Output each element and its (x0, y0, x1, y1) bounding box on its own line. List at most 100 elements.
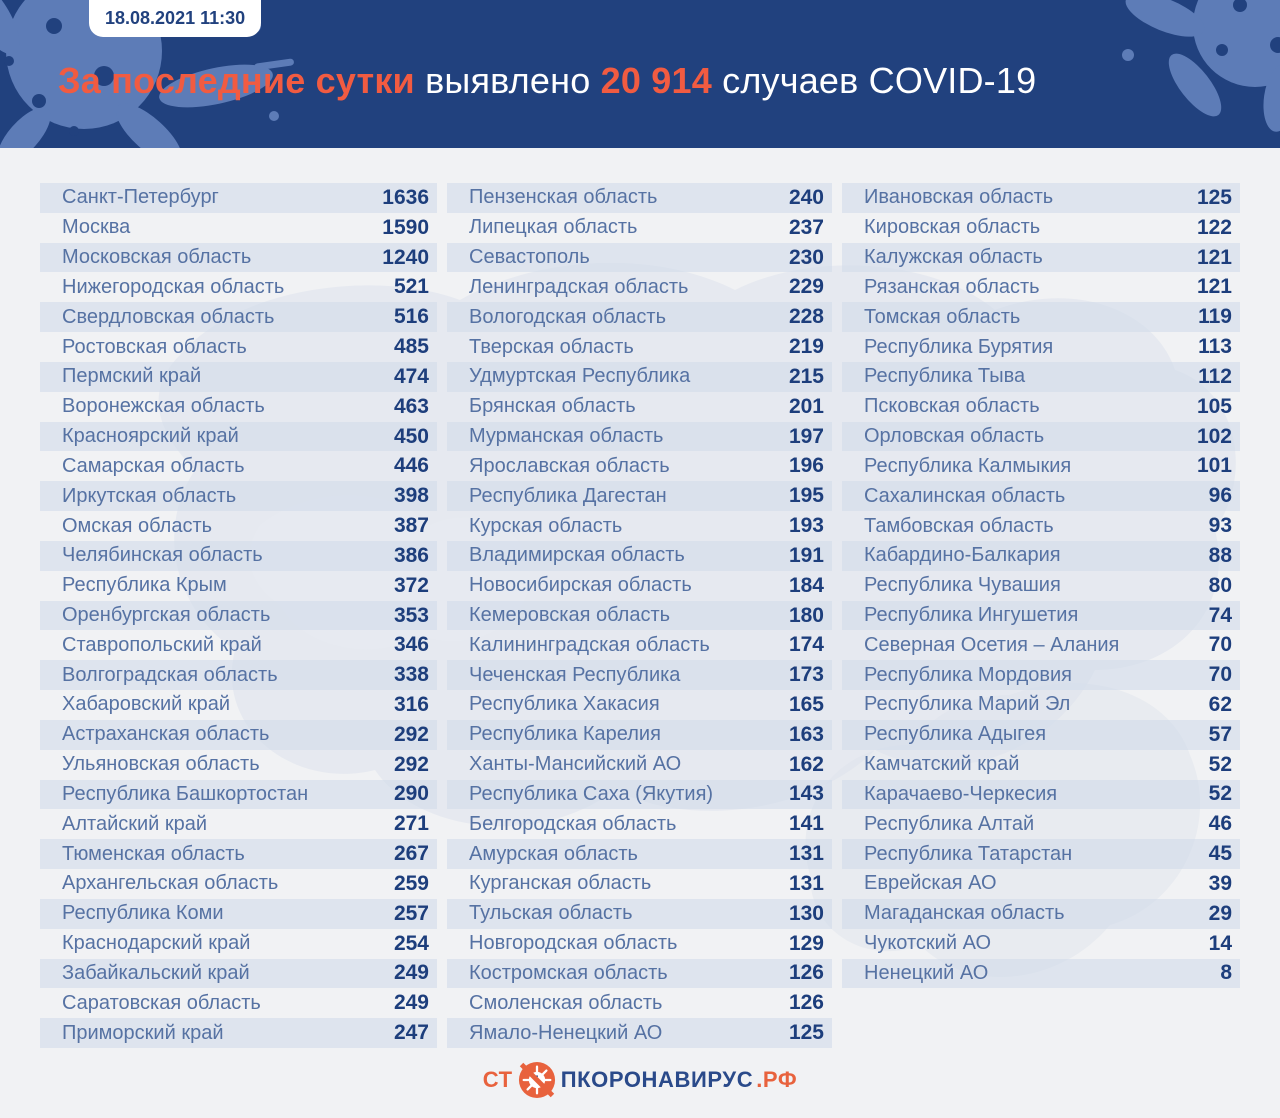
region-name: Еврейская АО (864, 872, 997, 895)
region-name: Чукотский АО (864, 932, 992, 955)
region-name: Республика Алтай (864, 812, 1035, 835)
region-name: Ямало-Ненецкий АО (469, 1021, 663, 1044)
table-row: Республика Крым 372 (40, 571, 437, 601)
case-count: 446 (393, 454, 429, 478)
table-row: Омская область 387 (40, 511, 437, 541)
case-count: 14 (1208, 931, 1232, 955)
case-count: 113 (1198, 335, 1232, 359)
title-plain-tail: случаев COVID-19 (711, 60, 1037, 101)
case-count: 57 (1208, 722, 1232, 746)
region-name: Орловская область (864, 425, 1045, 448)
case-count: 201 (788, 394, 824, 418)
footer-logo: СТ ПКОРОНАВИРУС .РФ (0, 1058, 1280, 1102)
case-count: 271 (393, 812, 429, 836)
table-row: Республика Марий Эл 62 (842, 690, 1240, 720)
case-count: 196 (788, 454, 824, 478)
table-row: Челябинская область 386 (40, 540, 437, 571)
case-count: 143 (788, 782, 824, 806)
table-row: Владимирская область 191 (447, 540, 832, 571)
case-count: 474 (393, 364, 429, 388)
table-row: Республика Алтай 46 (842, 809, 1240, 839)
cases-column-3: Ивановская область 125 Кировская область 12… (842, 183, 1240, 1048)
case-count: 240 (788, 185, 824, 209)
table-row: Севастополь 230 (447, 242, 832, 273)
region-name: Ярославская область (469, 454, 670, 477)
table-row: Сахалинская область 96 (842, 481, 1240, 512)
region-name: Калининградская область (469, 633, 710, 656)
case-count: 130 (788, 901, 824, 925)
table-row: Республика Тыва 112 (842, 361, 1240, 392)
table-row: Пензенская область 240 (447, 183, 832, 213)
case-count: 247 (393, 1021, 429, 1045)
case-count: 237 (788, 215, 824, 239)
case-count: 29 (1208, 901, 1232, 925)
table-row: Костромская область 126 (447, 958, 832, 989)
region-name: Санкт-Петербург (62, 186, 219, 209)
region-name: Кировская область (864, 216, 1041, 239)
case-count: 254 (393, 931, 429, 955)
region-name: Псковская область (864, 395, 1040, 418)
case-count: 8 (1220, 961, 1232, 985)
logo-text-middle: ПКОРОНАВИРУС (560, 1067, 754, 1092)
case-count: 228 (788, 305, 824, 329)
region-name: Республика Мордовия (864, 663, 1072, 686)
case-count: 346 (393, 633, 429, 657)
region-name: Архангельская область (62, 872, 279, 895)
table-row: Воронежская область 463 (40, 392, 437, 422)
table-row: Хабаровский край 316 (40, 690, 437, 720)
case-count: 62 (1208, 692, 1232, 716)
case-count: 249 (393, 961, 429, 985)
region-name: Смоленская область (469, 991, 663, 1014)
case-count: 96 (1208, 484, 1232, 508)
region-name: Новгородская область (469, 932, 678, 955)
case-count: 174 (788, 633, 824, 657)
table-row: Курганская область 131 (447, 869, 832, 899)
region-name: Кабардино-Балкария (864, 544, 1061, 567)
page-title: За последние сутки выявлено 20 914 случа… (58, 60, 1036, 102)
case-count: 126 (788, 991, 824, 1015)
table-row: Республика Саха (Якутия) 143 (447, 779, 832, 810)
region-name: Республика Калмыкия (864, 454, 1072, 477)
table-row: Республика Ингушетия 74 (842, 600, 1240, 631)
table-row: Иркутская область 398 (40, 481, 437, 512)
table-row: Республика Адыгея 57 (842, 719, 1240, 750)
table-row: Рязанская область 121 (842, 272, 1240, 302)
table-row: Республика Хакасия 165 (447, 690, 832, 720)
table-row: Республика Дагестан 195 (447, 481, 832, 512)
table-row: Пермский край 474 (40, 361, 437, 392)
region-name: Владимирская область (469, 544, 685, 567)
table-row: Архангельская область 259 (40, 869, 437, 899)
case-count: 93 (1208, 514, 1232, 538)
case-count: 162 (788, 752, 824, 776)
title-accent-value: 20 914 (600, 60, 712, 101)
table-row: Ямало-Ненецкий АО 125 (447, 1018, 832, 1049)
case-count: 1240 (382, 245, 429, 269)
region-name: Камчатский край (864, 753, 1020, 776)
region-name: Тамбовская область (864, 514, 1054, 537)
region-name: Республика Карелия (469, 723, 661, 746)
table-row: Волгоградская область 338 (40, 660, 437, 691)
table-row: Республика Калмыкия 101 (842, 451, 1240, 481)
case-count: 121 (1196, 275, 1232, 299)
case-count: 229 (788, 275, 824, 299)
table-row: Самарская область 446 (40, 451, 437, 481)
case-count: 521 (393, 275, 429, 299)
table-row: Краснодарский край 254 (40, 929, 437, 959)
case-count: 230 (788, 245, 824, 269)
table-row: Вологодская область 228 (447, 302, 832, 333)
table-row: Новгородская область 129 (447, 929, 832, 959)
cases-column-2: Пензенская область 240 Липецкая область 237… (447, 183, 832, 1049)
table-row: Республика Мордовия 70 (842, 660, 1240, 691)
table-row: Камчатский край 52 (842, 750, 1240, 780)
table-row: Орловская область 102 (842, 421, 1240, 452)
region-name: Кемеровская область (469, 604, 671, 626)
region-name: Тульская область (469, 902, 633, 925)
region-name: Севастополь (469, 246, 590, 269)
table-row: Белгородская область 141 (447, 809, 832, 839)
case-count: 338 (393, 663, 429, 687)
region-name: Оренбургская область (62, 604, 271, 626)
region-name: Республика Дагестан (469, 484, 667, 507)
region-name: Северная Осетия – Алания (864, 633, 1120, 656)
table-row: Тульская область 130 (447, 898, 832, 929)
table-row: Чукотский АО 14 (842, 929, 1240, 959)
